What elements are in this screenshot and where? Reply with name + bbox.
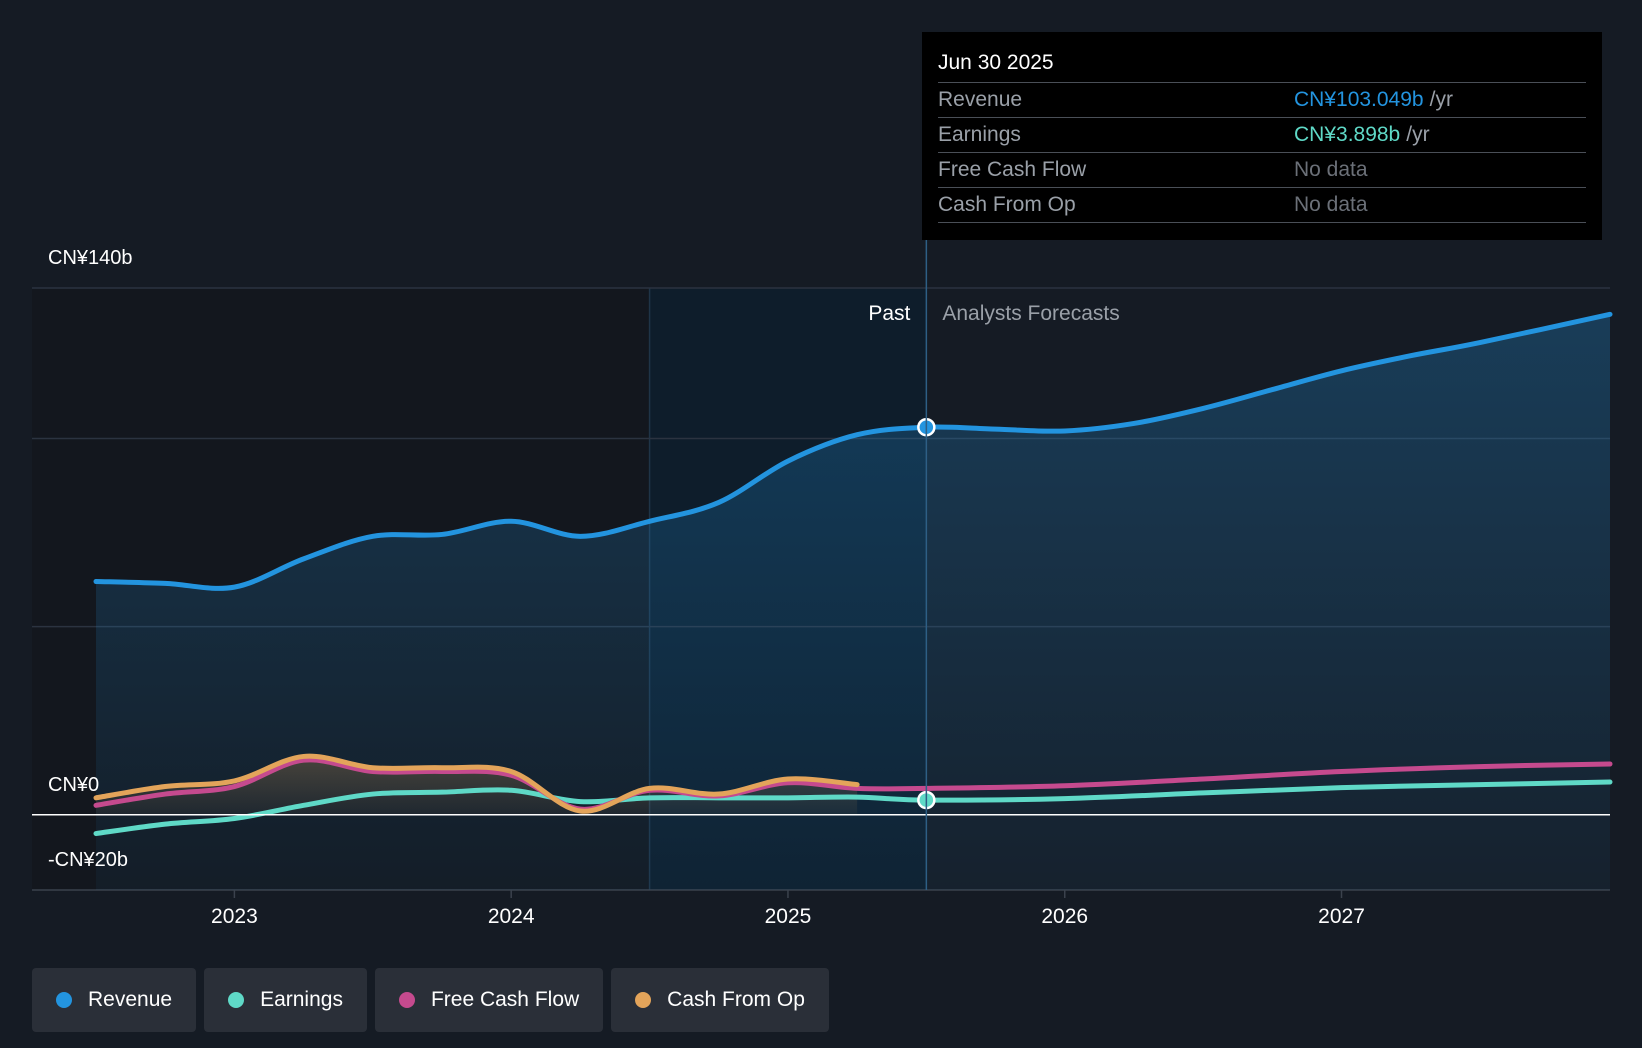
legend-label: Earnings: [260, 988, 343, 1011]
legend-item-earnings[interactable]: Earnings: [204, 968, 367, 1032]
x-tick-label: 2026: [1041, 905, 1088, 928]
legend-item-cash-from-op[interactable]: Cash From Op: [611, 968, 829, 1032]
legend-label: Free Cash Flow: [430, 988, 580, 1011]
x-tick-label: 2025: [765, 905, 812, 928]
x-tick-label: 2024: [488, 905, 535, 928]
revenue-dot-icon: [56, 992, 72, 1008]
tooltip-row-value: No data: [1294, 158, 1368, 181]
tooltip-row-revenue: Revenue CN¥103.049b /yr: [938, 83, 1586, 118]
x-tick-label: 2027: [1318, 905, 1365, 928]
tooltip-row-free-cash-flow: Free Cash Flow No data: [938, 153, 1586, 188]
y-tick-label: CN¥0: [48, 774, 99, 796]
past-label: Past: [868, 302, 910, 325]
revenue-line: [93, 311, 1613, 591]
legend: Revenue Earnings Free Cash Flow Cash Fro…: [32, 968, 829, 1032]
tooltip-row-value: No data: [1294, 193, 1368, 216]
free-cash-flow-dot-icon: [398, 992, 415, 1008]
legend-label: Revenue: [88, 988, 173, 1011]
tooltip-row-cash-from-op: Cash From Op No data: [938, 188, 1586, 223]
legend-item-revenue[interactable]: Revenue: [32, 968, 197, 1032]
cash-from-op-line: [93, 753, 860, 814]
revenue-area: [96, 314, 1610, 890]
y-tick-label: CN¥140b: [48, 247, 133, 269]
tooltip-row-earnings: Earnings CN¥3.898b /yr: [938, 118, 1586, 153]
cash-from-op-area: [96, 756, 858, 815]
tooltip: Jun 30 2025 Revenue CN¥103.049b /yr Earn…: [922, 32, 1602, 240]
x-tick-label: 2023: [211, 905, 258, 928]
earnings-dot-icon: [228, 992, 245, 1008]
earnings-line: [93, 779, 1613, 837]
tooltip-row-unit: /yr: [1429, 88, 1453, 111]
tooltip-row-name: Cash From Op: [938, 193, 1076, 216]
cash-from-op-dot-icon: [635, 992, 652, 1008]
legend-label: Cash From Op: [667, 988, 805, 1011]
tooltip-row-name: Earnings: [938, 123, 1021, 146]
tooltip-row-value: CN¥103.049b: [1294, 88, 1424, 111]
legend-item-free-cash-flow[interactable]: Free Cash Flow: [374, 968, 604, 1032]
y-tick-label: -CN¥20b: [48, 849, 128, 871]
tooltip-row-value: CN¥3.898b: [1294, 123, 1401, 146]
tooltip-row-name: Free Cash Flow: [938, 158, 1087, 181]
tooltip-row-name: Revenue: [938, 88, 1023, 111]
forecast-label: Analysts Forecasts: [942, 302, 1119, 325]
tooltip-date: Jun 30 2025: [938, 46, 1586, 83]
tooltip-row-unit: /yr: [1406, 123, 1430, 146]
